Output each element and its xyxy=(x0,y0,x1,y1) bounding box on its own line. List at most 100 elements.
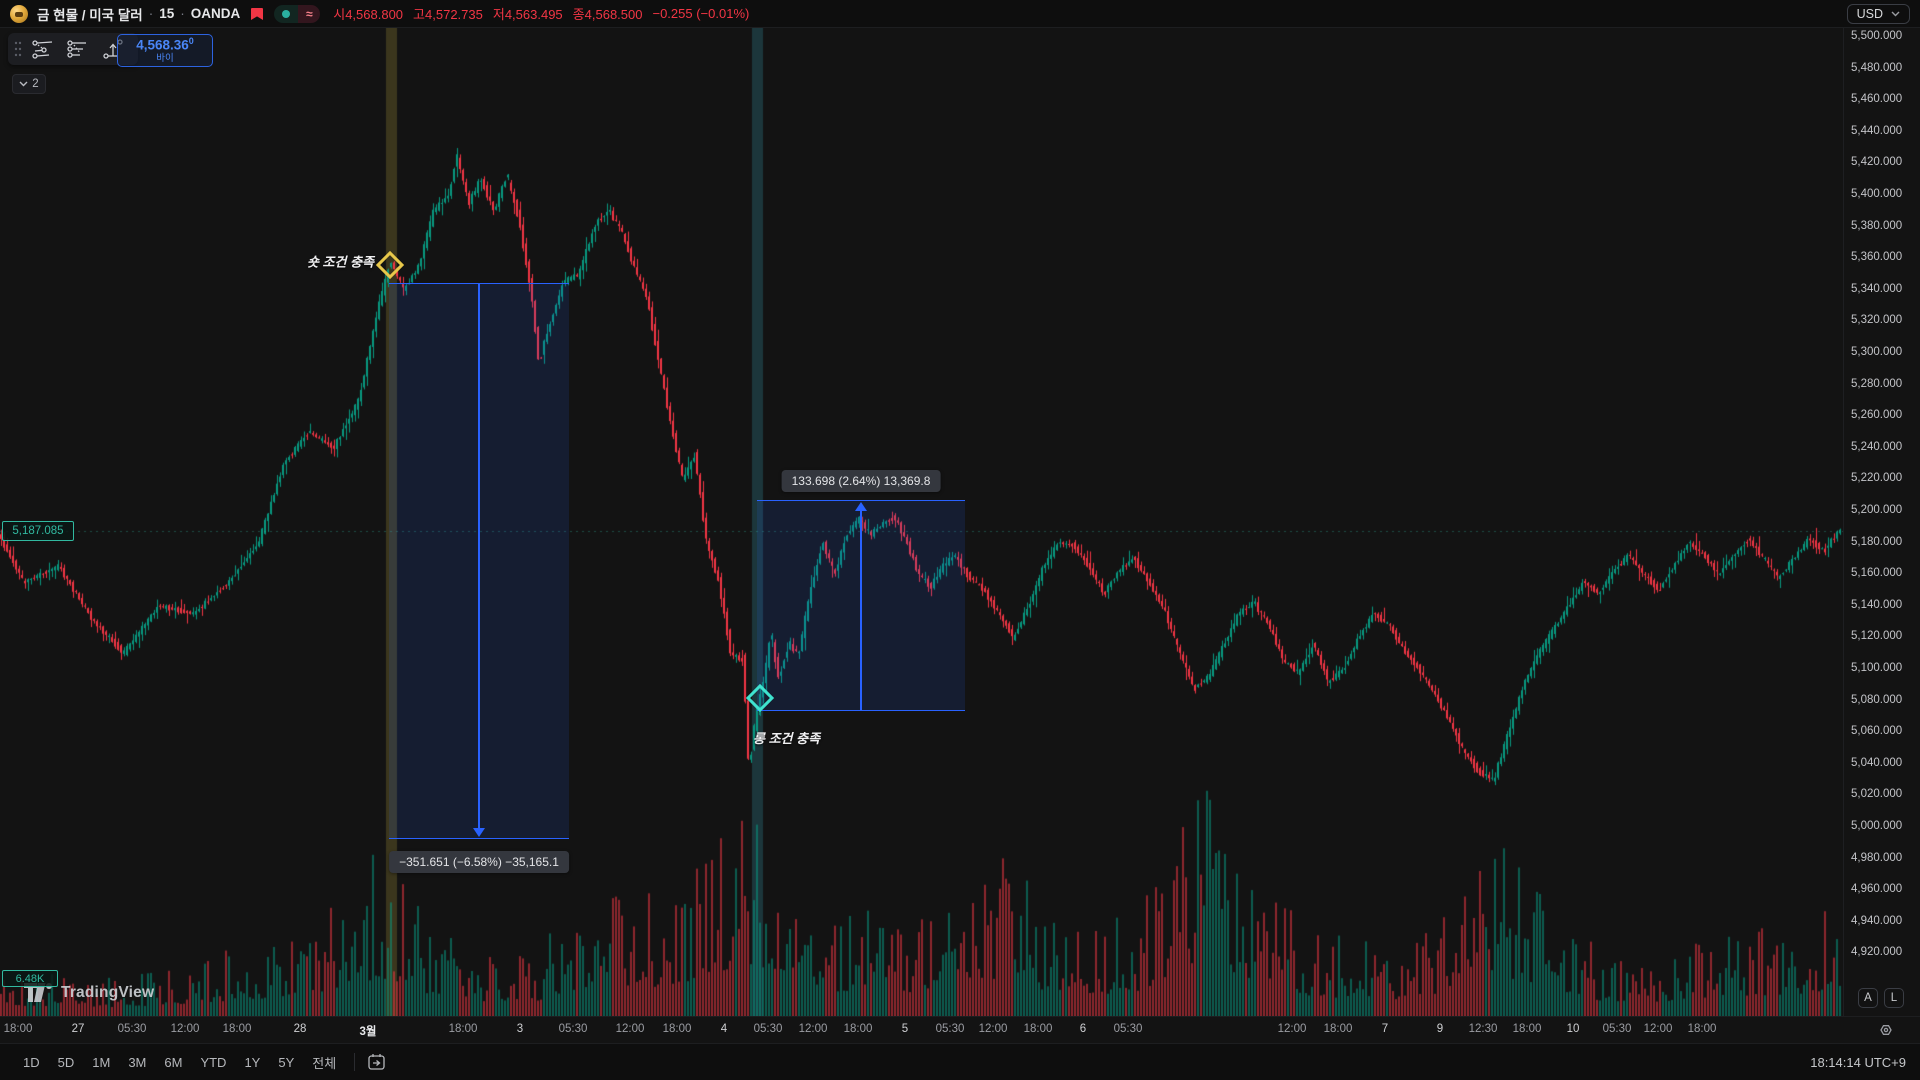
time-tick: 05:30 xyxy=(117,1023,147,1035)
time-tick: 18:00 xyxy=(1687,1023,1717,1035)
separator-dot: · xyxy=(180,6,185,21)
time-tick: 18:00 xyxy=(843,1023,873,1035)
price-tick: 5,480.000 xyxy=(1851,61,1903,74)
time-tick: 12:30 xyxy=(1468,1023,1498,1035)
time-tick: 12:00 xyxy=(798,1023,828,1035)
range-button-ytd[interactable]: YTD xyxy=(191,1050,235,1074)
low-label: 저 xyxy=(492,7,505,22)
time-tick: 27 xyxy=(71,1023,85,1035)
range-button-1m[interactable]: 1M xyxy=(83,1050,119,1074)
symbol-name: 금 현물 / 미국 달러 xyxy=(37,7,143,23)
time-axis[interactable]: 18:00 27 05:30 12:00 18:00 28 3월 18:00 3 05:30 12:… xyxy=(0,1016,1920,1043)
time-tick: 05:30 xyxy=(1602,1023,1632,1035)
open-label: 시 xyxy=(333,7,346,22)
candlestick-canvas[interactable] xyxy=(0,28,1843,1016)
price-tick: 4,960.000 xyxy=(1851,883,1903,896)
range-button-5d[interactable]: 5D xyxy=(49,1050,84,1074)
time-tick: 3월 xyxy=(359,1026,377,1038)
delayed-data-icon: ≈ xyxy=(298,4,321,23)
price-range-box-up[interactable] xyxy=(757,499,965,712)
time-tick: 4 xyxy=(720,1023,728,1035)
time-tick: 12:00 xyxy=(1277,1023,1307,1035)
price-tick: 5,420.000 xyxy=(1851,156,1903,169)
price-tick: 5,360.000 xyxy=(1851,251,1903,264)
price-tick: 5,060.000 xyxy=(1851,725,1903,738)
axis-settings-gear-icon[interactable] xyxy=(1878,1022,1894,1038)
time-tick: 18:00 xyxy=(222,1023,252,1035)
calendar-arrow-icon xyxy=(368,1053,385,1070)
range-button-1y[interactable]: 1Y xyxy=(235,1050,269,1074)
price-tick: 5,120.000 xyxy=(1851,630,1903,643)
symbol-logo xyxy=(10,4,28,23)
time-tick: 7 xyxy=(1381,1023,1389,1035)
price-tick: 5,380.000 xyxy=(1851,219,1903,232)
price-tick: 5,000.000 xyxy=(1851,820,1903,832)
layers-collapse-button[interactable]: 2 xyxy=(12,74,46,94)
currency-label: USD xyxy=(1856,6,1883,21)
time-tick: 05:30 xyxy=(558,1023,588,1035)
interval-label: 15 xyxy=(159,6,175,21)
price-range-arrow-line xyxy=(478,284,480,828)
change-value: −0.255 (−0.01%) xyxy=(652,6,750,21)
go-to-date-button[interactable] xyxy=(366,1053,387,1072)
buy-button[interactable]: 4,568.360 바이 xyxy=(117,34,213,67)
price-tick: 5,160.000 xyxy=(1851,567,1903,580)
price-tick: 5,200.000 xyxy=(1851,504,1903,516)
range-button-6m[interactable]: 6M xyxy=(155,1050,191,1074)
close-value: 4,568.500 xyxy=(584,7,643,22)
price-range-label: 133.698 (2.64%) 13,369.8 xyxy=(781,469,941,492)
time-tick: 05:30 xyxy=(1113,1023,1143,1035)
drag-handle-icon[interactable] xyxy=(14,41,22,57)
time-tick: 9 xyxy=(1436,1023,1444,1035)
watermark-text: TradingView xyxy=(61,983,155,1001)
time-tick: 05:30 xyxy=(935,1023,965,1035)
time-tick: 12:00 xyxy=(1643,1023,1673,1035)
time-tick: 18:00 xyxy=(1323,1023,1353,1035)
price-tick: 5,400.000 xyxy=(1851,188,1903,200)
price-tick: 5,340.000 xyxy=(1851,282,1903,295)
range-switcher: 1D 5D 1M 3M 6M YTD 1Y 5Y 전체 xyxy=(14,1050,345,1074)
low-value: 4,563.495 xyxy=(504,7,563,22)
exchange-label: OANDA xyxy=(190,6,241,21)
price-range-arrowhead xyxy=(473,827,485,837)
symbol-title-button[interactable]: 금 현물 / 미국 달러 · 15 · OANDA xyxy=(37,4,240,24)
bottom-toolbar: 1D 5D 1M 3M 6M YTD 1Y 5Y 전체 18:14:14 UTC+9 xyxy=(0,1043,1920,1080)
time-tick: 12:00 xyxy=(978,1023,1008,1035)
volume-value-badge: 6.48K xyxy=(2,970,58,987)
high-value: 4,572.735 xyxy=(425,7,483,22)
price-range-box-down[interactable] xyxy=(389,283,569,839)
currency-dropdown[interactable]: USD xyxy=(1846,3,1910,24)
time-tick: 10 xyxy=(1566,1023,1580,1035)
range-button-3m[interactable]: 3M xyxy=(119,1050,155,1074)
range-button-1d[interactable]: 1D xyxy=(14,1050,49,1074)
chart-region: 4,568.360 바이 2 TradingView 5,500.000 5,48… xyxy=(0,28,1920,1016)
close-label: 종 xyxy=(572,7,585,22)
time-tick: 12:00 xyxy=(615,1023,645,1035)
clock-label[interactable]: 18:14:14 UTC+9 xyxy=(1810,1054,1906,1070)
short-condition-label: 숏 조건 충족 xyxy=(306,254,374,270)
market-status-pill: ≈ xyxy=(274,4,321,23)
chevron-down-icon xyxy=(19,81,28,87)
price-axis[interactable]: 5,500.000 5,480.000 5,460.000 5,440.000 5,42… xyxy=(1843,28,1920,1016)
range-button-5y[interactable]: 5Y xyxy=(269,1050,303,1074)
auto-scale-button[interactable]: A xyxy=(1858,988,1878,1008)
time-tick: 05:30 xyxy=(753,1023,783,1035)
price-tick: 5,280.000 xyxy=(1851,377,1903,390)
time-tick: 28 xyxy=(293,1023,307,1035)
drawing-tool-icon-1[interactable] xyxy=(29,36,57,62)
price-tick: 4,940.000 xyxy=(1851,914,1903,927)
range-button-전체[interactable]: 전체 xyxy=(303,1050,345,1074)
current-price-badge: 5,187.085 xyxy=(2,521,74,542)
time-tick: 18:00 xyxy=(448,1023,478,1035)
price-tick: 5,100.000 xyxy=(1851,662,1903,674)
price-tick: 5,240.000 xyxy=(1851,440,1903,453)
time-tick: 3 xyxy=(516,1023,524,1035)
buy-price: 4,568.36 xyxy=(136,37,189,53)
log-scale-button[interactable]: L xyxy=(1884,988,1904,1008)
buy-price-superscript: 0 xyxy=(188,36,194,47)
price-tick: 4,920.000 xyxy=(1851,946,1903,959)
drawing-tool-icon-2[interactable] xyxy=(64,36,92,62)
flag-icon[interactable] xyxy=(249,6,265,22)
price-tick: 5,440.000 xyxy=(1851,124,1903,137)
price-range-label: −351.651 (−6.58%) −35,165.1 xyxy=(389,850,569,873)
